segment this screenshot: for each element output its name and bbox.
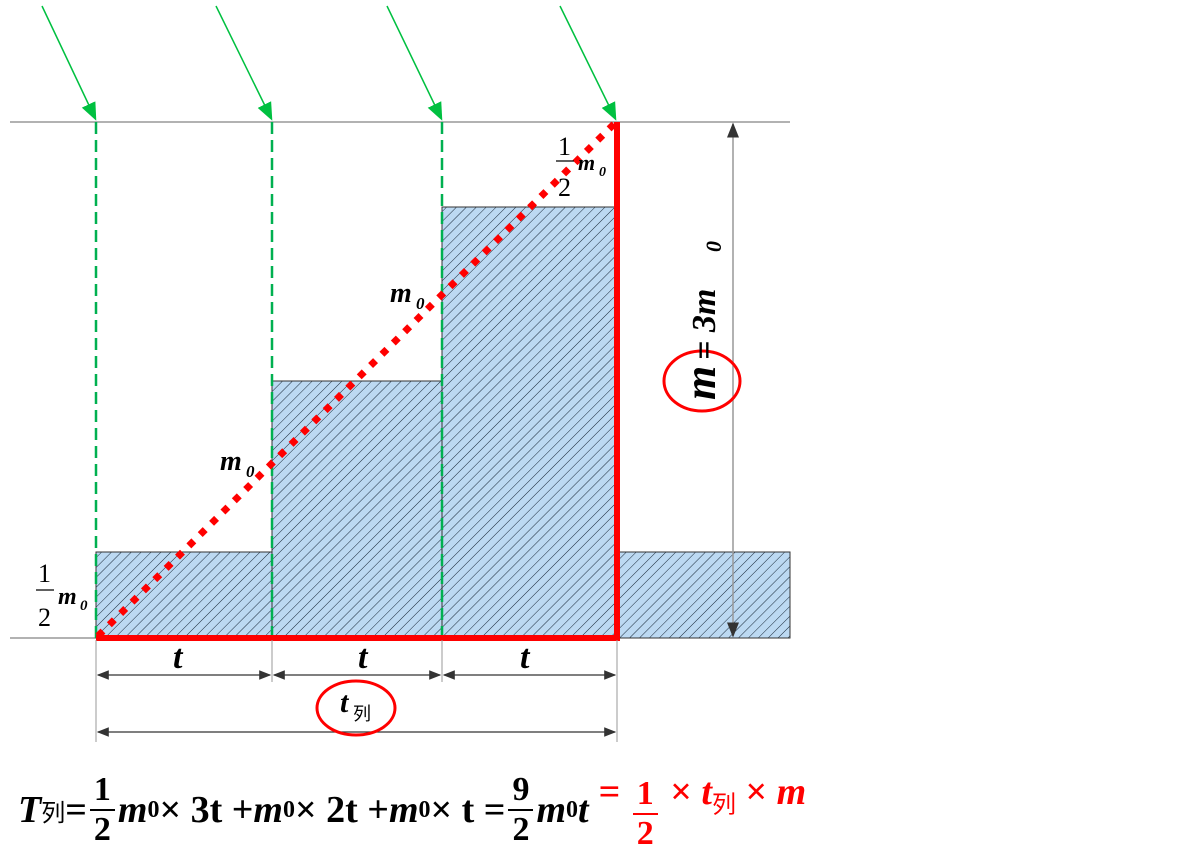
t-lie-highlight-circle (315, 679, 397, 737)
m-highlight-circle (662, 349, 742, 413)
eq-3m0-sub: 0 (701, 241, 726, 252)
formula-t: t (578, 789, 589, 831)
svg-text:1: 1 (38, 559, 51, 588)
t-label-3: t (520, 639, 531, 676)
label-m0-step2: m 0 (220, 446, 255, 481)
green-arrow-icon (559, 5, 617, 121)
green-arrow-icon (41, 5, 97, 121)
svg-text:0: 0 (416, 294, 425, 313)
t-label-1: t (173, 639, 184, 676)
svg-text:2: 2 (38, 603, 51, 632)
red-eq: = (598, 770, 630, 813)
formula-m0: m (253, 789, 283, 831)
t-lie-label: t (340, 686, 350, 719)
green-arrow-icon (386, 5, 443, 121)
label-half-m0-top: 1 2 m 0 (556, 132, 606, 202)
step-2 (271, 380, 443, 639)
t-lie-sub: 列 (353, 704, 371, 724)
label-half-m0-bottom: 1 2 m 0 (36, 559, 88, 632)
formula-m0: m (536, 789, 567, 831)
svg-text:2: 2 (558, 173, 571, 202)
label-m0-step3: m 0 (390, 278, 425, 313)
svg-text:m: m (220, 446, 242, 477)
red-t: t (701, 770, 712, 813)
svg-text:m: m (58, 584, 77, 610)
svg-text:0: 0 (599, 165, 606, 180)
formula-m0: m (388, 789, 419, 831)
green-arrow-icon (215, 5, 273, 121)
svg-text:0: 0 (246, 462, 255, 481)
eq-3m0-label: = 3m (686, 289, 723, 360)
svg-text:0: 0 (80, 598, 88, 614)
formula-T-sub: 列 (41, 800, 66, 827)
step-1 (95, 551, 273, 639)
m-label: m (676, 366, 725, 400)
red-t-sub: 列 (711, 792, 736, 819)
step-3 (441, 206, 618, 639)
formula-times-3t: × 3t + (159, 789, 254, 831)
svg-text:m: m (578, 150, 595, 175)
formula-times-2t: × 2t + (294, 789, 389, 831)
svg-text:1: 1 (558, 132, 571, 161)
formula-m0: m (117, 789, 148, 831)
formula-T: T (18, 789, 42, 831)
right-block (616, 551, 791, 639)
formula-eq: = (65, 789, 87, 831)
red-m: m (776, 770, 807, 813)
formula-times-t: × t = (430, 789, 506, 831)
red-times: × (745, 770, 777, 813)
svg-text:m: m (390, 278, 412, 309)
t-label-2: t (358, 639, 369, 676)
red-times: × (670, 770, 702, 813)
